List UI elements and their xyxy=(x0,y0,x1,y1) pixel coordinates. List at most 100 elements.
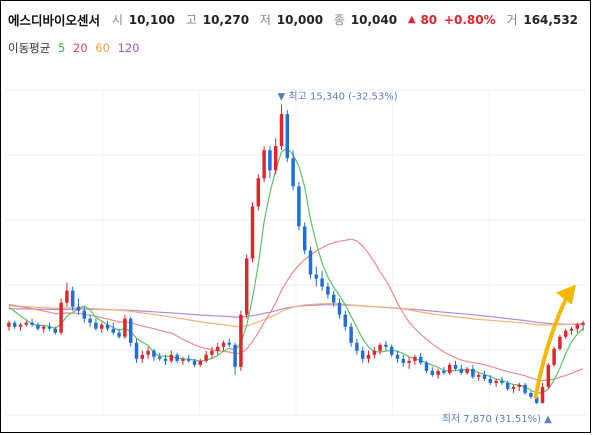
ma-120[interactable]: 120 xyxy=(117,41,140,55)
candle-body xyxy=(291,158,295,187)
chart-grid xyxy=(6,89,586,416)
low-label: 저 xyxy=(259,13,271,27)
candle-body xyxy=(268,150,272,171)
candle-body xyxy=(401,358,406,363)
candle-body xyxy=(326,286,330,295)
candle-body xyxy=(459,368,464,373)
candle-body xyxy=(239,314,243,367)
candle-body xyxy=(413,356,417,361)
candle-body xyxy=(186,358,191,361)
ma-20[interactable]: 20 xyxy=(72,41,88,55)
candle-body xyxy=(436,370,440,375)
volume-value: 164,532 xyxy=(523,12,579,27)
candle-body xyxy=(563,330,568,337)
accent-arrow-icon xyxy=(533,292,570,399)
candle-body xyxy=(442,370,446,373)
candlestick-chart: ▼ 최고 15,340 (-32.53%) 최저 7,870 (31.51%) … xyxy=(6,89,586,425)
accent-arrowhead-icon xyxy=(555,284,576,305)
candle-body xyxy=(140,354,145,359)
candle-body xyxy=(99,324,104,329)
candle-body xyxy=(47,326,52,329)
candle-body xyxy=(540,386,545,403)
high-label: 고 xyxy=(185,13,197,27)
candle-body xyxy=(250,206,255,259)
candle-body xyxy=(320,278,324,287)
candle-body xyxy=(146,350,150,355)
candle-body xyxy=(221,342,226,347)
candle-body xyxy=(494,380,498,383)
candle-body xyxy=(204,354,208,361)
candle-body xyxy=(302,226,307,251)
volume-label: 거 xyxy=(506,13,518,27)
candle-body xyxy=(262,150,266,179)
candle-body xyxy=(395,354,400,359)
candle-body xyxy=(244,258,249,315)
candle-body xyxy=(343,314,348,327)
candle-body xyxy=(70,290,75,307)
candle-body xyxy=(111,328,116,333)
candle-body xyxy=(279,114,284,147)
candle-body xyxy=(314,274,319,279)
candle-body xyxy=(366,354,371,359)
ma-60[interactable]: 60 xyxy=(95,41,110,55)
candle-body xyxy=(123,318,127,337)
candle-body xyxy=(418,356,423,363)
candle-body xyxy=(424,362,429,371)
candle-body xyxy=(523,384,527,393)
ma-5[interactable]: 5 xyxy=(57,41,66,55)
candle-body xyxy=(24,322,29,325)
moving-average-lines xyxy=(8,146,584,394)
candle-body xyxy=(575,324,580,329)
candle-body xyxy=(215,346,220,351)
candle-body xyxy=(181,358,185,361)
candle-body xyxy=(308,250,313,275)
candle-body xyxy=(36,324,40,329)
candle-body xyxy=(558,336,562,349)
candle-body xyxy=(273,146,278,171)
candle-body xyxy=(378,344,382,351)
low-value: 10,000 xyxy=(276,12,324,27)
candle-body xyxy=(581,322,585,325)
open-label: 시 xyxy=(111,13,123,27)
candle-body xyxy=(453,364,458,369)
close-value: 10,040 xyxy=(350,12,398,27)
candle-body xyxy=(517,384,522,387)
moving-average-label: 이동평균 xyxy=(8,41,51,55)
stock-name: 에스디바이오센서 xyxy=(8,13,101,28)
candle-body xyxy=(192,360,197,365)
candle-body xyxy=(488,378,493,383)
candle-body xyxy=(511,386,516,389)
change-value: 80 xyxy=(420,12,438,27)
candle-body xyxy=(233,344,237,367)
candle-body xyxy=(355,342,359,351)
candle-body xyxy=(53,328,58,333)
close-label: 종 xyxy=(333,13,345,27)
candle-body xyxy=(285,114,290,159)
candle-body xyxy=(169,354,174,361)
candle-body xyxy=(256,178,261,207)
change-up-icon: ▲ xyxy=(407,14,416,25)
high-value: 10,270 xyxy=(202,12,250,27)
candle-body xyxy=(569,328,574,331)
candle-body xyxy=(552,348,556,365)
candle-body xyxy=(134,342,139,359)
candle-body xyxy=(471,368,475,377)
candle-body xyxy=(41,326,46,329)
candle-body xyxy=(337,302,342,315)
candle-body xyxy=(331,294,336,303)
change-percent: +0.80% xyxy=(443,12,496,27)
candle-body xyxy=(407,360,411,363)
candle-body xyxy=(349,326,353,343)
candle-body xyxy=(534,396,539,403)
candle-body xyxy=(76,306,81,311)
candle-body xyxy=(529,392,533,397)
candle-body xyxy=(546,364,551,387)
candle-body xyxy=(500,380,504,383)
candle-body xyxy=(163,358,168,361)
candle-body xyxy=(210,350,214,355)
candle-body xyxy=(505,382,510,389)
candle-body xyxy=(82,310,87,319)
candle-body xyxy=(297,186,301,227)
candle-body xyxy=(65,290,69,303)
